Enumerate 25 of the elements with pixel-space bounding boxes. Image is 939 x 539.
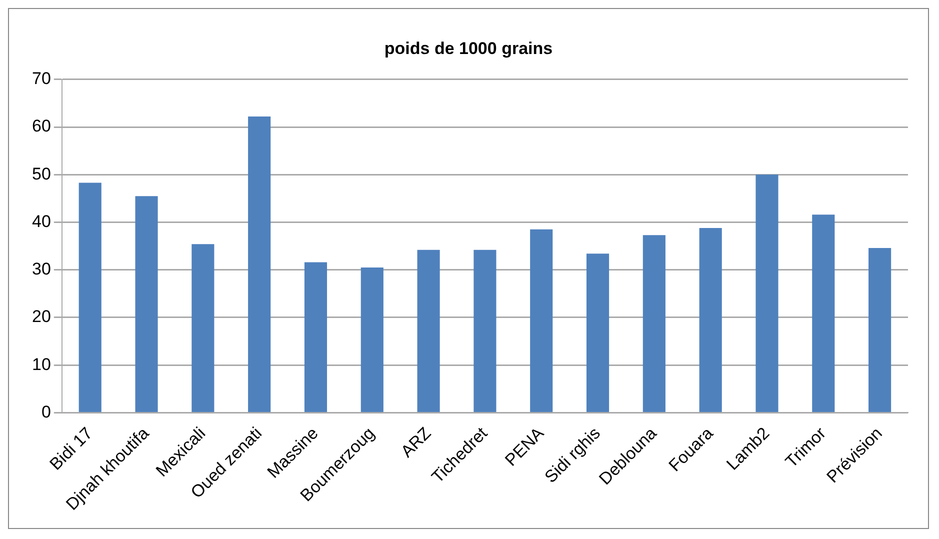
bar [474,250,496,412]
bar [417,250,440,412]
y-tick-label: 70 [32,69,51,88]
y-tick-label: 30 [32,260,51,279]
bar [360,267,384,412]
bar [812,214,835,412]
bar [586,254,610,412]
y-tick-label: 40 [32,212,51,231]
bar [756,174,778,412]
bar [192,244,214,412]
bar [135,196,158,412]
bar [868,248,892,412]
bar [78,182,102,412]
bar [699,228,722,412]
y-tick-label: 0 [41,402,51,422]
y-tick-label: 10 [32,354,51,374]
y-tick-label: 60 [32,116,51,136]
y-tick-label: 50 [32,164,51,184]
bar [530,229,553,412]
bar [642,235,666,412]
bar [304,262,328,412]
x-tick-label: Bidi 17 [46,424,96,474]
y-tick-label: 20 [32,307,51,326]
bar [248,116,271,412]
chart-title: poids de 1000 grains [384,38,553,58]
